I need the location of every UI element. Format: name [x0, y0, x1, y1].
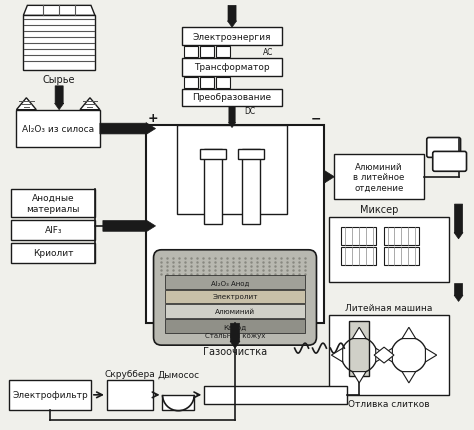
Bar: [341, 227, 376, 245]
Bar: [107, 380, 153, 410]
Polygon shape: [17, 98, 36, 111]
Text: AC: AC: [263, 48, 273, 57]
Polygon shape: [103, 221, 155, 232]
Polygon shape: [352, 372, 366, 383]
Bar: [182, 28, 282, 46]
Bar: [23, 16, 95, 71]
Bar: [165, 305, 305, 319]
Text: Миксер: Миксер: [360, 205, 398, 215]
Polygon shape: [230, 323, 240, 348]
Polygon shape: [228, 108, 236, 128]
Text: Электрофильтр: Электрофильтр: [12, 390, 88, 399]
Bar: [329, 316, 448, 395]
Polygon shape: [381, 348, 392, 362]
Bar: [341, 247, 376, 265]
Text: +: +: [147, 112, 158, 125]
Text: Al₂O₃ из силоса: Al₂O₃ из силоса: [22, 125, 94, 134]
Bar: [165, 275, 305, 289]
Polygon shape: [228, 6, 237, 28]
Polygon shape: [324, 172, 334, 183]
Bar: [329, 218, 448, 282]
Polygon shape: [376, 348, 387, 362]
Bar: [165, 290, 305, 304]
FancyBboxPatch shape: [433, 152, 466, 172]
Text: Стальной кожух: Стальной кожух: [205, 332, 265, 339]
FancyBboxPatch shape: [154, 250, 317, 345]
Bar: [200, 78, 214, 89]
Bar: [9, 380, 91, 410]
Text: Анодные
материалы: Анодные материалы: [27, 194, 80, 213]
Text: DC: DC: [245, 107, 255, 116]
Bar: [204, 386, 347, 404]
Bar: [177, 125, 287, 215]
Text: Газоочистка: Газоочистка: [203, 346, 267, 356]
Bar: [384, 227, 419, 245]
Bar: [182, 59, 282, 77]
Bar: [165, 319, 305, 333]
Bar: [200, 47, 214, 58]
Bar: [200, 150, 226, 160]
Bar: [11, 221, 95, 240]
Bar: [146, 125, 324, 323]
Bar: [163, 395, 194, 410]
Text: Алюминий
в литейное
отделение: Алюминий в литейное отделение: [354, 163, 405, 192]
Bar: [238, 150, 264, 160]
Text: Электроэнергия: Электроэнергия: [193, 33, 271, 42]
Text: Дымосос: Дымосос: [157, 370, 200, 378]
Bar: [11, 190, 95, 218]
Bar: [349, 322, 369, 376]
Text: Скруббера: Скруббера: [104, 370, 155, 378]
Text: AlF₃: AlF₃: [45, 226, 62, 235]
Polygon shape: [454, 284, 463, 302]
Polygon shape: [23, 6, 95, 16]
Text: Преобразование: Преобразование: [192, 93, 272, 102]
Bar: [216, 47, 230, 58]
Polygon shape: [374, 347, 394, 363]
Text: Сырье: Сырье: [43, 75, 75, 85]
Polygon shape: [80, 98, 100, 111]
Text: Al₂O₃ Анод: Al₂O₃ Анод: [211, 279, 249, 285]
Text: −: −: [310, 112, 321, 125]
Bar: [384, 247, 419, 265]
Text: Катод: Катод: [223, 323, 246, 329]
Polygon shape: [331, 348, 343, 362]
Polygon shape: [402, 372, 416, 383]
Text: Литейная машина: Литейная машина: [346, 303, 433, 312]
Bar: [216, 78, 230, 89]
Polygon shape: [402, 328, 416, 339]
Bar: [204, 150, 222, 224]
Bar: [242, 150, 260, 224]
Text: Отливка слитков: Отливка слитков: [348, 399, 430, 408]
Bar: [17, 111, 100, 148]
Text: Электролит: Электролит: [212, 294, 258, 300]
Text: Трансформатор: Трансформатор: [194, 63, 270, 72]
Polygon shape: [100, 123, 155, 135]
Polygon shape: [454, 205, 463, 239]
FancyBboxPatch shape: [427, 138, 461, 158]
Bar: [184, 78, 198, 89]
Polygon shape: [55, 86, 64, 111]
Text: Алюминий: Алюминий: [215, 309, 255, 315]
Polygon shape: [425, 348, 437, 362]
Bar: [334, 155, 424, 200]
Bar: [11, 243, 95, 263]
Bar: [182, 89, 282, 107]
Text: Криолит: Криолит: [33, 249, 73, 258]
Polygon shape: [352, 328, 366, 339]
Bar: [184, 47, 198, 58]
